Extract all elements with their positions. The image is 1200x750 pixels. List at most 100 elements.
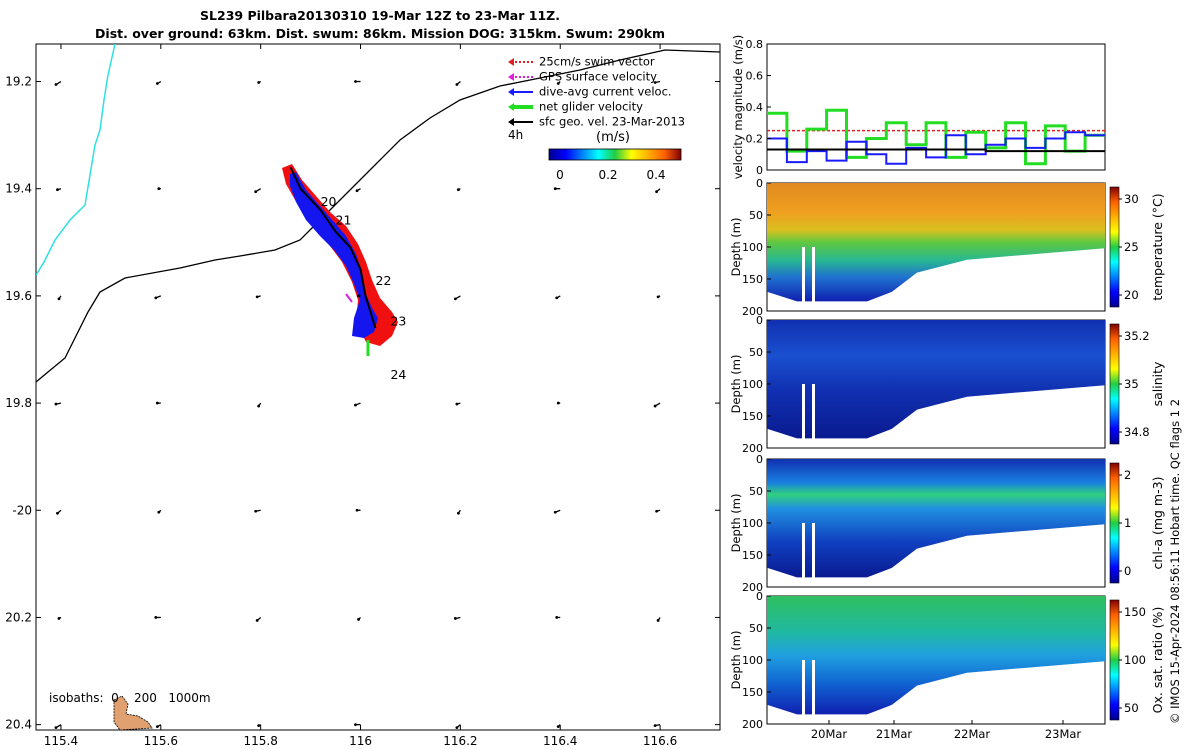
section-data bbox=[767, 320, 1105, 439]
section-y-tick-label: 50 bbox=[749, 485, 763, 498]
velocity-series bbox=[767, 108, 1105, 166]
section-colorbar bbox=[1109, 323, 1120, 445]
sfc-geo-vector-head bbox=[556, 401, 560, 405]
section-ylabel: Depth (m) bbox=[729, 494, 743, 553]
map-legend: 25cm/s swim vector GPS surface velocity … bbox=[503, 52, 693, 148]
velocity-y-tick-label: 0.2 bbox=[746, 133, 764, 146]
sfc-geo-vector-head bbox=[556, 725, 560, 729]
map-y-tick-label: 20.4 bbox=[5, 718, 32, 732]
sfc-geo-vector-head bbox=[155, 401, 159, 405]
velocity-y-tick-label: 0.4 bbox=[746, 101, 764, 114]
section-y-tick-label: 100 bbox=[742, 241, 763, 254]
sfc-geo-vector-head bbox=[655, 190, 658, 194]
sfc-geo-vector-head bbox=[56, 511, 59, 515]
section-ylabel: Depth (m) bbox=[729, 218, 743, 277]
map-x-tick-label: 115.6 bbox=[144, 734, 178, 748]
sfc-geo-vector-head bbox=[354, 403, 357, 407]
section-y-tick-label: 200 bbox=[742, 581, 763, 594]
sfc-geo-vector-head bbox=[456, 511, 460, 515]
sfc-geo-vector-head bbox=[155, 725, 159, 729]
section-y-tick-label: 100 bbox=[742, 654, 763, 667]
sfc-geo-vector-head bbox=[154, 616, 158, 619]
map-y-tick-label: 20.2 bbox=[5, 610, 32, 624]
section-colorbar-tick-label: 35.2 bbox=[1124, 329, 1150, 343]
sfc-geo-vector-head bbox=[257, 81, 261, 84]
sfc-geo-vector-head bbox=[555, 296, 559, 300]
sfc-geo-vector-head bbox=[54, 402, 58, 406]
sfc-geo-vector-head bbox=[656, 295, 660, 299]
section-colorbar-tick-label: 150 bbox=[1124, 605, 1146, 619]
section-colorbar-label: Ox. sat. ratio (%) bbox=[1150, 607, 1165, 714]
sfc-geo-vector-head bbox=[455, 83, 459, 86]
section-panel-oxygen-saturation: 0 50 100 150 200 Depth (m) 50 100 150 Ox. sat. ra… bbox=[729, 590, 1165, 741]
map-y-axis: 19.2 19.4 19.6 19.8 -20 20.2 20.4 bbox=[5, 75, 720, 732]
section-colorbar-tick-label: 25 bbox=[1124, 240, 1139, 254]
legend-gps-velocity: GPS surface velocity bbox=[508, 69, 657, 84]
sfc-geo-vector-head bbox=[157, 187, 161, 191]
section-gap bbox=[802, 660, 805, 718]
day-label: 21 bbox=[336, 213, 352, 228]
sfc-geo-vector-head bbox=[355, 189, 359, 193]
sfc-geo-vector-head bbox=[354, 723, 357, 727]
section-colorbar-tick-label: 30 bbox=[1124, 192, 1139, 206]
time-step-label: 4h bbox=[508, 128, 524, 142]
day-label: 24 bbox=[390, 367, 406, 382]
section-y-tick-label: 50 bbox=[749, 622, 763, 635]
legend-sfc-geo: sfc geo. vel. 23-Mar-2013 bbox=[508, 114, 685, 129]
section-colorbar-tick-label: 2 bbox=[1124, 468, 1131, 482]
sfc-geo-vector-head bbox=[355, 508, 359, 512]
section-colorbar-tick-label: 35 bbox=[1124, 377, 1139, 391]
section-y-tick-label: 0 bbox=[756, 453, 763, 466]
sfc-geo-vector-head bbox=[354, 80, 357, 83]
sfc-geo-velocity-vectors bbox=[54, 80, 661, 730]
day-label: 23 bbox=[390, 313, 406, 328]
section-colorbar-tick-label: 20 bbox=[1124, 288, 1139, 302]
map-x-tick-label: 116.2 bbox=[443, 734, 477, 748]
section-panel-temperature: 0 50 100 150 200 Depth (m) 20 25 30 temperature (… bbox=[729, 177, 1165, 318]
section-y-tick-label: 200 bbox=[742, 718, 763, 731]
sfc-geo-vector-head bbox=[555, 616, 559, 619]
section-ylabel: Depth (m) bbox=[729, 355, 743, 414]
map-x-tick-label: 115.8 bbox=[243, 734, 277, 748]
legend-swim-vector: 25cm/s swim vector bbox=[508, 54, 655, 69]
velocity-panel: 0 0.2 0.4 0.6 0.8 velocity magnitude (m/s) bbox=[731, 35, 1106, 180]
day-label: 22 bbox=[376, 273, 392, 288]
section-y-tick-label: 150 bbox=[742, 410, 763, 423]
map-x-axis: 115.4 115.6 115.8 116 116.2 116.4 116.6 bbox=[44, 44, 677, 748]
gps-surface-velocity-arrow bbox=[345, 293, 353, 303]
glider-track bbox=[289, 166, 377, 329]
section-y-tick-label: 100 bbox=[742, 517, 763, 530]
section-gap bbox=[802, 247, 805, 305]
section-y-tick-label: 150 bbox=[742, 273, 763, 286]
sfc-geo-vector-head bbox=[155, 82, 159, 85]
sfc-geo-vector-head bbox=[57, 297, 61, 301]
velocity-series-dive_avg_current bbox=[767, 131, 1105, 165]
section-y-tick-label: 150 bbox=[742, 549, 763, 562]
map-y-tick-label: 19.6 bbox=[5, 289, 32, 303]
sfc-geo-vector-head bbox=[556, 82, 560, 85]
sfc-geo-vector-head bbox=[357, 294, 360, 298]
sfc-geo-vector-head bbox=[455, 726, 459, 730]
credit-text: © IMOS 15-Apr-2024 08:56:11 Hobart time.… bbox=[1168, 398, 1182, 724]
sfc-geo-vector-head bbox=[357, 618, 360, 621]
section-panel-salinity: 0 50 100 150 200 Depth (m) 34.8 35 35.2 salinity bbox=[729, 314, 1165, 455]
velocity-ylabel: velocity magnitude (m/s) bbox=[731, 35, 745, 180]
map-x-tick-label: 116 bbox=[349, 734, 372, 748]
velocity-y-tick-label: 0 bbox=[756, 164, 763, 177]
section-y-tick-label: 200 bbox=[742, 305, 763, 318]
sfc-geo-vector-head bbox=[255, 295, 259, 299]
velocity-series-sfc_geo bbox=[767, 148, 1105, 153]
section-y-tick-label: 0 bbox=[756, 177, 763, 190]
section-colorbar bbox=[1109, 462, 1120, 584]
sfc-geo-vector-head bbox=[453, 617, 457, 620]
section-colorbar-tick-label: 50 bbox=[1124, 701, 1139, 715]
section-y-tick-label: 0 bbox=[756, 314, 763, 327]
section-gap bbox=[812, 660, 815, 718]
section-data bbox=[767, 596, 1105, 715]
sfc-geo-vector-head bbox=[255, 619, 259, 622]
sfc-geo-vector-head bbox=[56, 188, 59, 192]
map-y-tick-label: 19.2 bbox=[5, 75, 32, 89]
figure-title-line1: SL239 Pilbara20130310 19-Mar 12Z to 23-M… bbox=[200, 8, 560, 23]
sfc-geo-vector-head bbox=[653, 724, 657, 728]
